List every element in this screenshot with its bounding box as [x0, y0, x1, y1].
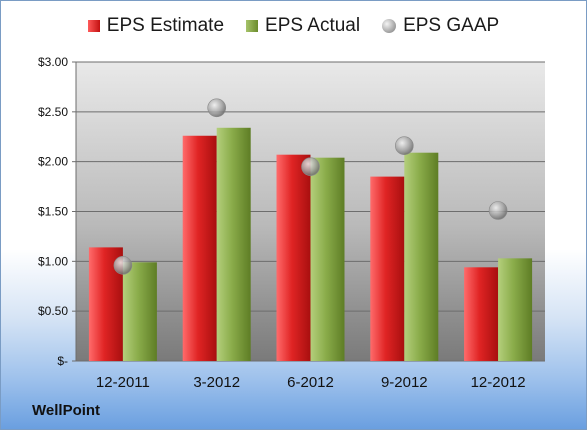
legend: EPS Estimate EPS Actual EPS GAAP	[1, 15, 586, 37]
x-tick-label: 6-2012	[287, 374, 334, 391]
point-eps-gaap	[207, 98, 226, 118]
y-tick-label: $3.00	[38, 55, 68, 69]
bar-eps-actual	[404, 152, 439, 361]
legend-swatch-estimate	[87, 20, 100, 32]
y-tick-label: $2.50	[38, 105, 68, 119]
legend-swatch-gaap	[382, 19, 397, 33]
bar-eps-actual	[310, 157, 345, 361]
point-eps-gaap	[488, 201, 508, 220]
legend-item-estimate: EPS Estimate	[87, 15, 225, 37]
y-tick-label: $2.00	[38, 155, 68, 169]
legend-swatch-actual	[246, 20, 259, 32]
bar-eps-actual	[122, 262, 157, 361]
y-tick-label: $1.00	[38, 254, 68, 268]
bar-eps-actual	[498, 258, 533, 361]
bar-eps-actual	[216, 127, 251, 361]
y-tick-label: $1.50	[38, 205, 68, 219]
legend-label-actual: EPS Actual	[265, 15, 361, 36]
point-eps-gaap	[394, 136, 414, 156]
bar-eps-estimate	[370, 176, 405, 361]
x-tick-label: 12-2012	[471, 374, 526, 391]
y-tick-label: $0.50	[38, 304, 68, 318]
x-tick-label: 12-2011	[96, 374, 150, 391]
point-eps-gaap	[301, 157, 320, 176]
point-eps-gaap	[113, 256, 133, 275]
legend-item-gaap: EPS GAAP	[382, 15, 499, 37]
bar-eps-estimate	[464, 267, 499, 361]
legend-label-estimate: EPS Estimate	[106, 15, 225, 36]
company-name: WellPoint	[32, 402, 101, 419]
y-tick-label: $-	[57, 354, 68, 368]
x-tick-label: 9-2012	[381, 374, 428, 391]
legend-label-gaap: EPS GAAP	[403, 15, 500, 36]
x-tick-label: 3-2012	[193, 374, 240, 391]
bar-eps-estimate	[276, 154, 311, 361]
legend-item-actual: EPS Actual	[246, 15, 360, 37]
bar-eps-estimate	[182, 135, 217, 361]
